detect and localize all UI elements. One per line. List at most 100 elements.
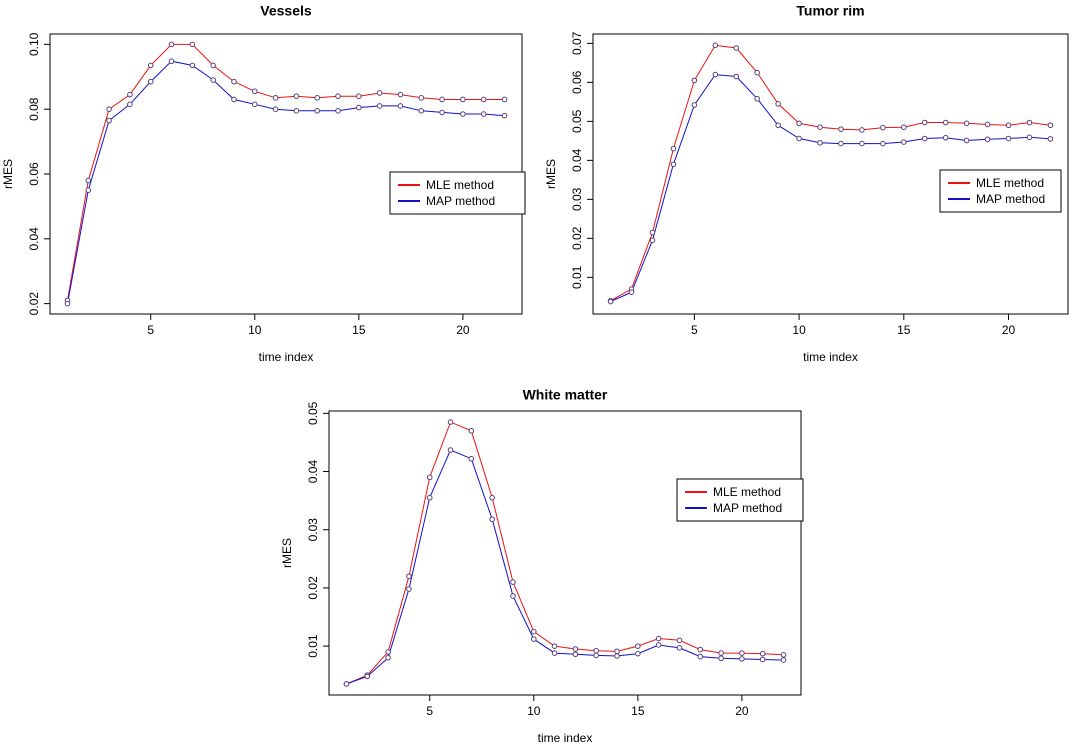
data-point-map <box>64 300 71 307</box>
data-point-mle <box>838 126 844 132</box>
x-tick-label: 15 <box>897 323 911 337</box>
data-point-map <box>376 103 383 109</box>
x-axis-label: time index <box>538 731 593 745</box>
x-tick-label: 15 <box>631 704 645 718</box>
data-point-map <box>335 108 341 114</box>
data-point-map <box>439 109 445 116</box>
data-point-mle <box>551 643 558 649</box>
data-point-map <box>480 111 487 117</box>
data-point-mle <box>718 650 724 656</box>
data-point-map <box>460 111 466 117</box>
data-point-map <box>901 139 907 145</box>
data-point-map <box>614 653 620 659</box>
data-point-mle <box>901 124 907 131</box>
data-point-map <box>468 455 475 462</box>
data-point-map <box>1005 135 1012 142</box>
data-point-map <box>343 681 350 687</box>
data-point-map <box>127 101 133 108</box>
x-tick-label: 10 <box>248 323 262 337</box>
data-point-map <box>1047 136 1054 142</box>
chart-title: Vessels <box>260 3 312 19</box>
y-tick-label: 0.01 <box>306 634 320 658</box>
legend-box <box>939 169 1062 213</box>
data-point-map <box>406 586 412 592</box>
data-point-mle <box>231 78 237 85</box>
x-tick-label: 5 <box>426 704 433 718</box>
data-point-mle <box>376 90 383 96</box>
data-point-mle <box>447 419 454 425</box>
data-point-mle <box>733 45 740 51</box>
data-point-map <box>168 58 175 65</box>
series-line-mle <box>346 421 784 685</box>
data-point-map <box>880 140 886 147</box>
legend-label-mle: MLE method <box>713 485 781 499</box>
data-point-mle <box>921 119 928 126</box>
data-point-map <box>210 77 216 83</box>
x-tick-label: 10 <box>527 704 541 718</box>
data-point-map <box>530 636 537 642</box>
data-point-map <box>572 651 579 658</box>
y-tick-label: 0.02 <box>27 292 41 316</box>
y-tick-label: 0.04 <box>570 148 584 172</box>
x-tick-label: 20 <box>735 704 749 718</box>
data-point-mle <box>127 91 133 98</box>
data-point-map <box>418 108 425 114</box>
series-line-map <box>346 449 784 685</box>
data-point-map <box>447 447 454 453</box>
data-point-mle <box>460 96 466 103</box>
data-point-mle <box>1005 122 1012 129</box>
data-point-map <box>817 140 823 146</box>
data-point-map <box>147 78 154 85</box>
data-point-mle <box>314 95 321 101</box>
data-point-map <box>231 96 237 103</box>
data-point-map <box>655 642 662 648</box>
y-axis-label: rMES <box>280 538 294 568</box>
data-point-map <box>838 140 844 147</box>
data-point-mle <box>880 124 886 131</box>
data-point-mle <box>335 93 341 100</box>
series-line-map <box>610 74 1051 302</box>
y-tick-label: 0.02 <box>306 576 320 600</box>
y-tick-label: 0.02 <box>570 226 584 250</box>
data-point-map <box>189 62 196 69</box>
data-point-mle <box>712 42 719 49</box>
data-point-mle <box>775 101 781 107</box>
data-point-map <box>106 117 112 124</box>
data-point-map <box>1026 134 1033 141</box>
data-point-map <box>942 134 949 141</box>
data-point-mle <box>418 95 425 101</box>
data-point-map <box>759 656 766 663</box>
chart-title: White matter <box>523 387 608 403</box>
panel-vessels: Vessels 5 10 15 20 0.02 0.04 0.06 0.08 0.10 time i… <box>1 3 526 364</box>
x-tick-label: 5 <box>691 323 698 337</box>
series-line-map <box>67 60 505 304</box>
y-tick-label: 0.08 <box>27 97 41 121</box>
data-point-mle <box>697 646 704 653</box>
panel-white-matter: White matter 5 10 15 20 0.01 0.02 0.03 0.04 0.05 t… <box>280 387 804 745</box>
y-tick-label: 0.03 <box>306 518 320 542</box>
data-point-map <box>676 645 683 651</box>
y-axis-label: rMES <box>544 159 558 189</box>
data-point-map <box>272 106 279 112</box>
data-point-map <box>775 122 781 129</box>
data-point-mle <box>397 91 404 98</box>
data-point-mle <box>426 474 433 481</box>
data-point-mle <box>168 41 175 48</box>
data-point-mle <box>796 120 802 127</box>
y-tick-label: 0.06 <box>570 70 584 94</box>
chart-title: Tumor rim <box>796 3 864 19</box>
data-point-mle <box>385 649 391 655</box>
data-point-mle <box>817 124 823 131</box>
data-point-map <box>963 137 970 144</box>
data-point-mle <box>501 96 508 103</box>
legend-label-mle: MLE method <box>976 176 1044 190</box>
data-point-map <box>670 161 677 168</box>
data-point-mle <box>614 648 620 655</box>
data-point-map <box>607 298 614 305</box>
legend-label-map: MAP method <box>426 194 495 208</box>
legend-label-mle: MLE method <box>426 178 494 192</box>
data-point-mle <box>859 127 865 133</box>
legend-label-map: MAP method <box>713 501 782 515</box>
data-point-map <box>739 656 745 662</box>
